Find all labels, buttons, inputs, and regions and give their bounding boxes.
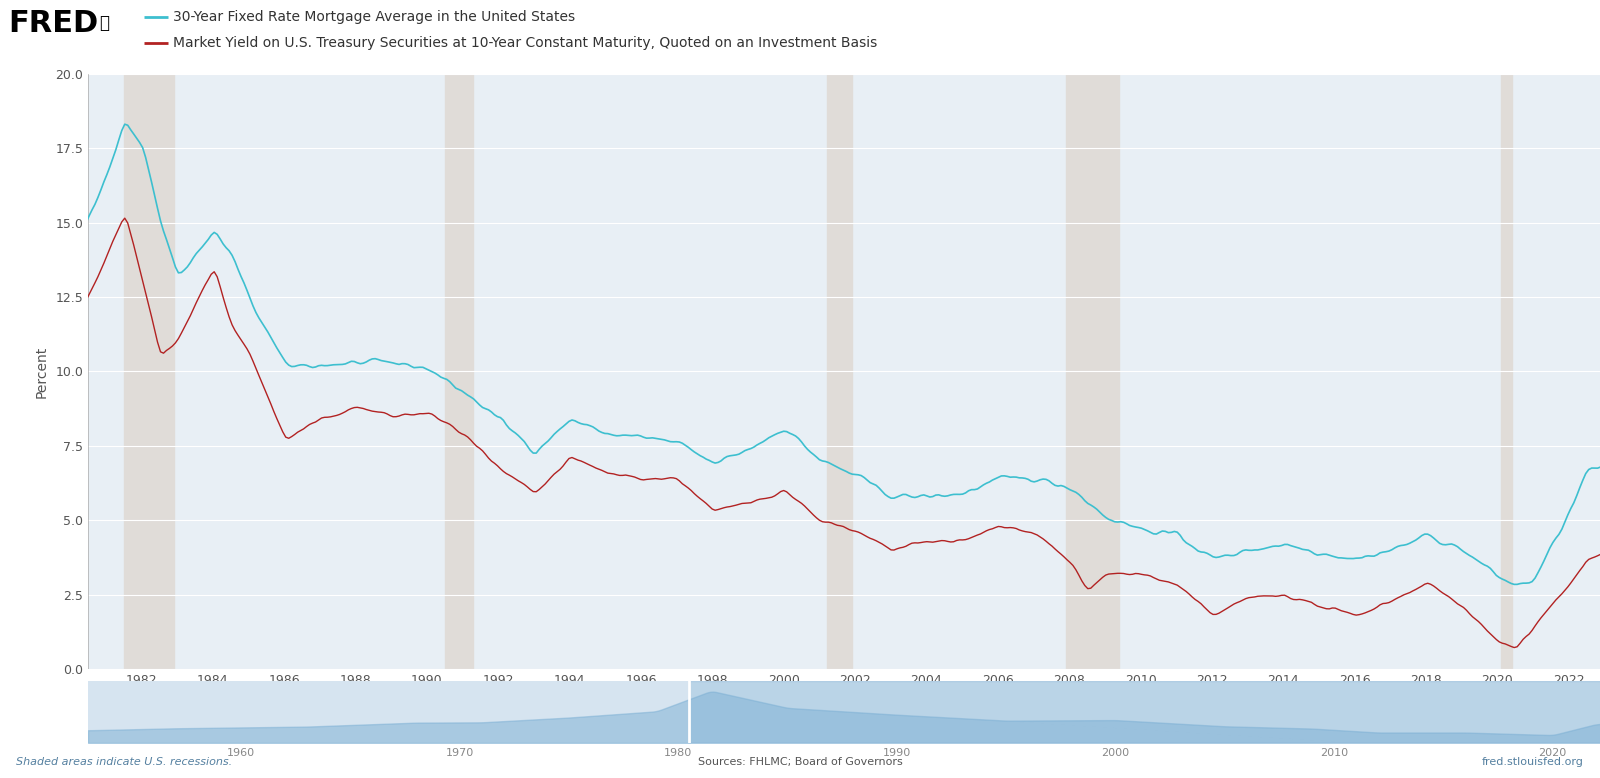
Bar — [827, 74, 851, 669]
Bar — [445, 74, 474, 669]
Text: FRED: FRED — [8, 9, 98, 37]
Bar — [123, 74, 174, 669]
Bar — [1501, 74, 1512, 669]
Y-axis label: Percent: Percent — [34, 345, 48, 398]
Text: Market Yield on U.S. Treasury Securities at 10-Year Constant Maturity, Quoted on: Market Yield on U.S. Treasury Securities… — [173, 36, 877, 50]
Bar — [690, 681, 1600, 743]
Text: fred.stlouisfed.org: fred.stlouisfed.org — [1482, 758, 1584, 767]
Bar — [1066, 74, 1118, 669]
Text: 30-Year Fixed Rate Mortgage Average in the United States: 30-Year Fixed Rate Mortgage Average in t… — [173, 9, 574, 23]
Text: Shaded areas indicate U.S. recessions.: Shaded areas indicate U.S. recessions. — [16, 758, 232, 767]
Text: Sources: FHLMC; Board of Governors: Sources: FHLMC; Board of Governors — [698, 758, 902, 767]
Text: 📈: 📈 — [99, 14, 109, 32]
